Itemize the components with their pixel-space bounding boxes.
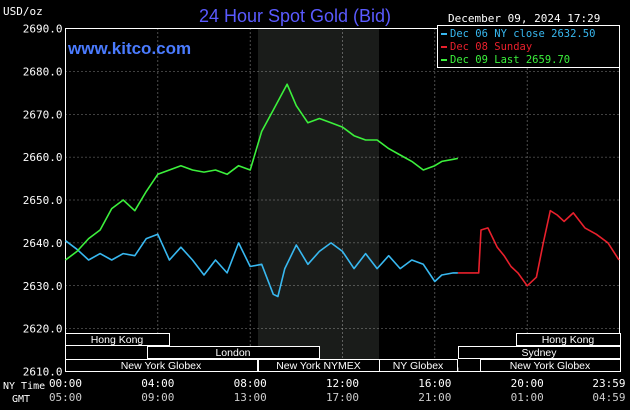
session-box — [516, 333, 621, 346]
x-tick-gmt: 21:00 — [418, 391, 451, 404]
nymex-session-band — [258, 28, 379, 371]
legend-entry: Dec 08 Sunday — [450, 41, 532, 53]
y-tick-label: 2620.0 — [23, 323, 63, 336]
y-tick-label: 2640.0 — [23, 237, 63, 250]
x-tick-gmt: 05:00 — [49, 391, 82, 404]
y-tick-label: 2630.0 — [23, 280, 63, 293]
x-tick-ny: 12:00 — [326, 377, 359, 390]
session-box — [65, 333, 170, 346]
session-label: Hong Kong — [542, 334, 595, 346]
legend-entry: Dec 09 Last 2659.70 — [450, 54, 570, 66]
ny-time-label: NY Time — [3, 381, 45, 392]
date-label: December 09, 2024 17:29 — [448, 12, 600, 25]
x-tick-ny: 04:00 — [141, 377, 174, 390]
x-tick-gmt: 13:00 — [234, 391, 267, 404]
session-label: New York Globex — [510, 360, 591, 372]
session-box — [65, 359, 258, 372]
y-axis: 2690.0 2680.0 2670.0 2660.0 2650.0 2640.0 2630… — [23, 23, 63, 379]
y-tick-label: 2650.0 — [23, 194, 63, 207]
y-tick-label: 2690.0 — [23, 23, 63, 36]
session-box — [147, 346, 320, 359]
series-line — [65, 233, 458, 298]
y-tick-label: 2680.0 — [23, 65, 63, 78]
legend-entry: Dec 06 NY close 2632.50 — [450, 28, 595, 40]
x-tick-gmt: 04:59 — [592, 391, 625, 404]
site-label: www.kitco.com — [67, 39, 191, 58]
session-label: New York Globex — [121, 360, 202, 372]
x-tick-gmt: 17:00 — [326, 391, 359, 404]
legend-box — [437, 25, 620, 68]
session-box — [379, 359, 458, 372]
y-tick-label: 2610.0 — [23, 366, 63, 379]
x-tick-ny: 20:00 — [511, 377, 544, 390]
x-tick-ny: 23:59 — [592, 377, 625, 390]
series-lines — [65, 83, 620, 298]
x-tick-gmt: 01:00 — [511, 391, 544, 404]
market-sessions: Hong Kong London New York Globex New York N… — [65, 333, 621, 372]
x-tick-gmt: 09:00 — [141, 391, 174, 404]
session-label: Sydney — [521, 347, 557, 359]
x-tick-ny: 16:00 — [418, 377, 451, 390]
x-tick-ny: 08:00 — [234, 377, 267, 390]
gmt-label: GMT — [12, 394, 30, 405]
session-label: NY Globex — [393, 360, 444, 372]
unit-label: USD/oz — [3, 5, 43, 18]
y-tick-label: 2660.0 — [23, 151, 63, 164]
y-tick-label: 2670.0 — [23, 108, 63, 121]
series-line — [65, 83, 459, 261]
chart-title: 24 Hour Spot Gold (Bid) — [199, 6, 391, 26]
session-box — [480, 359, 621, 372]
session-label: New York NYMEX — [276, 360, 361, 372]
session-label: London — [215, 347, 250, 359]
series-line — [457, 209, 620, 287]
session-box — [458, 346, 621, 359]
x-tick-ny: 00:00 — [49, 377, 82, 390]
session-label: Hong Kong — [91, 334, 144, 346]
